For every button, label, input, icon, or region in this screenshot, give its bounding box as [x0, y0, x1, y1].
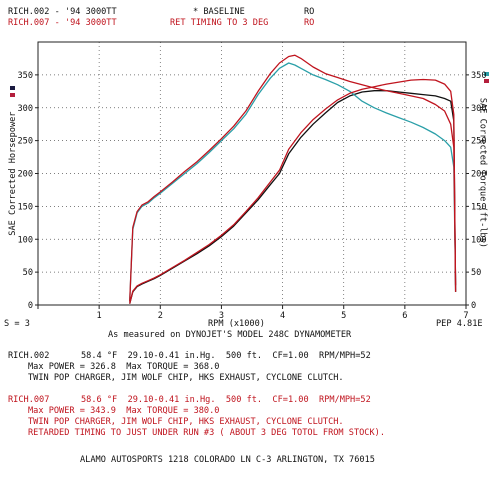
run2-max-values: Max POWER = 343.9 Max TORQUE = 380.0: [28, 406, 220, 416]
smoothing-label: S = 3: [4, 319, 30, 329]
series-line-rich002-horsepower: [129, 90, 457, 304]
y-tick-label-left: 0: [28, 301, 33, 311]
y-tick-label-left: 200: [17, 170, 33, 180]
run2-conditions: 58.6 °F 29.10-0.41 in.Hg. 500 ft. CF=1.0…: [81, 395, 371, 405]
y-tick-label-right: 250: [471, 137, 487, 147]
run1-ro-label: RO: [304, 7, 315, 17]
run2-notes-line2: RETARDED TIMING TO JUST UNDER RUN #3 ( A…: [28, 428, 385, 438]
run1-id: RICH.002: [8, 351, 50, 361]
y-tick-label-left: 50: [23, 268, 33, 278]
x-tick-label: 5: [341, 311, 346, 321]
y-tick-label-left: 100: [17, 235, 33, 245]
pep-label: PEP 4.81E: [436, 319, 483, 329]
x-axis-label: RPM (x1000): [208, 319, 265, 329]
series-line-rich007-horsepower: [129, 78, 457, 304]
y-tick-label-right: 300: [471, 104, 487, 114]
x-tick-label: 7: [463, 311, 468, 321]
y-tick-label-right: 350: [471, 71, 487, 81]
x-tick-label: 3: [219, 311, 224, 321]
series-line-rich002-torque: [129, 62, 457, 302]
y-tick-label-right: 0: [471, 301, 476, 311]
y-axis-left-label: SAE Corrected Horsepower: [7, 111, 18, 236]
y-tick-label-right: 100: [471, 235, 487, 245]
run2-left-marker: [10, 93, 15, 97]
y-tick-label-right: 150: [471, 202, 487, 212]
run2-ro-label: RO: [304, 18, 315, 28]
series-line-rich007-torque: [129, 54, 457, 302]
run1-note-label: * BASELINE: [193, 7, 245, 17]
legend-markers: [10, 72, 489, 97]
chart-grid: [38, 42, 466, 305]
run2-right-marker: [484, 79, 489, 83]
shop-address: ALAMO AUTOSPORTS 1218 COLORADO LN C-3 AR…: [80, 455, 375, 465]
y-tick-label-left: 250: [17, 137, 33, 147]
measured-by-label: As measured on DYNOJET'S MODEL 248C DYNA…: [108, 330, 352, 340]
y-tick-label-left: 150: [17, 202, 33, 212]
x-tick-label: 1: [97, 311, 102, 321]
y-tick-label-left: 300: [17, 104, 33, 114]
x-tick-label: 6: [402, 311, 407, 321]
run1-notes: TWIN POP CHARGER, JIM WOLF CHIP, HKS EXH…: [28, 373, 344, 383]
y-tick-label-right: 50: [471, 268, 481, 278]
x-tick-label: 2: [158, 311, 163, 321]
run2-note-label: RET TIMING TO 3 DEG: [170, 18, 269, 28]
run1-conditions: 58.4 °F 29.10-0.41 in.Hg. 500 ft. CF=1.0…: [81, 351, 371, 361]
y-axis-right-label: SAE Corrected Torque (ft-lbs): [477, 97, 488, 248]
x-tick-label: 4: [280, 311, 285, 321]
chart-series: [129, 54, 457, 304]
run1-right-marker: [484, 72, 489, 76]
run1-left-marker: [10, 86, 15, 90]
run2-file-label: RICH.007 - '94 3000TT: [8, 18, 117, 28]
y-tick-label-left: 350: [17, 71, 33, 81]
run1-max-values: Max POWER = 326.8 Max TORQUE = 368.0: [28, 362, 220, 372]
chart-axes: [35, 41, 469, 309]
y-tick-label-right: 200: [471, 170, 487, 180]
run2-notes-line1: TWIN POP CHARGER, JIM WOLF CHIP, HKS EXH…: [28, 417, 344, 427]
run1-file-label: RICH.002 - '94 3000TT: [8, 7, 117, 17]
run2-id: RICH.007: [8, 395, 50, 405]
